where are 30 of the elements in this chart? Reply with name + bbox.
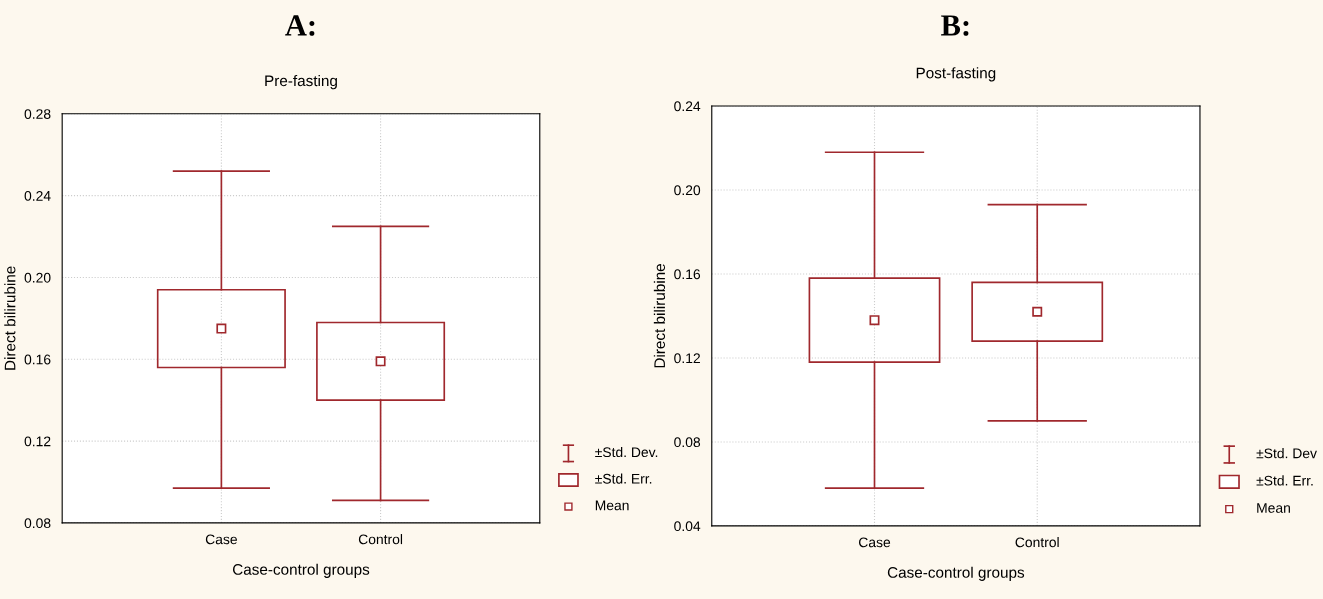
y-tick-label: 0.24 bbox=[674, 101, 701, 112]
y-tick-label: 0.04 bbox=[674, 521, 701, 532]
y-tick-label: 0.16 bbox=[24, 354, 51, 365]
text: Mean bbox=[1257, 503, 1290, 513]
x-tick-label: Control bbox=[358, 534, 403, 545]
chart-title: A: bbox=[285, 15, 315, 36]
y-axis-title: Direct bilirubine bbox=[4, 266, 16, 370]
text: ±Std. Err. bbox=[595, 473, 652, 484]
y-tick-label: 0.28 bbox=[24, 109, 51, 119]
text: ±Std. Dev bbox=[1256, 448, 1317, 459]
y-tick-label: 0.16 bbox=[674, 269, 701, 280]
y-tick-label: 0.08 bbox=[24, 518, 51, 529]
text: Mean bbox=[595, 500, 629, 511]
y-tick-label: 0.20 bbox=[24, 272, 51, 283]
y-tick-label: 0.08 bbox=[674, 437, 701, 448]
y-tick-label: 0.12 bbox=[24, 436, 51, 447]
text: ±Std. Err. bbox=[1256, 475, 1313, 486]
y-tick-label: 0.24 bbox=[24, 190, 51, 201]
x-axis-title: Case-control groups bbox=[887, 566, 1025, 581]
text: ±Std. Dev. bbox=[595, 446, 658, 458]
chart-subtitle: Post-fasting bbox=[916, 67, 996, 82]
chart-subtitle: Pre-fasting bbox=[265, 74, 337, 90]
x-tick-label: Control bbox=[1015, 537, 1059, 548]
chart-title: B: bbox=[941, 15, 969, 36]
x-tick-label: Case bbox=[859, 537, 891, 548]
x-tick-label: Case bbox=[205, 534, 237, 545]
y-tick-label: 0.12 bbox=[674, 353, 700, 364]
x-axis-title: Case-control groups bbox=[232, 563, 370, 578]
y-tick-label: 0.20 bbox=[674, 185, 701, 196]
y-axis-title: Direct bilirubine bbox=[653, 264, 666, 368]
